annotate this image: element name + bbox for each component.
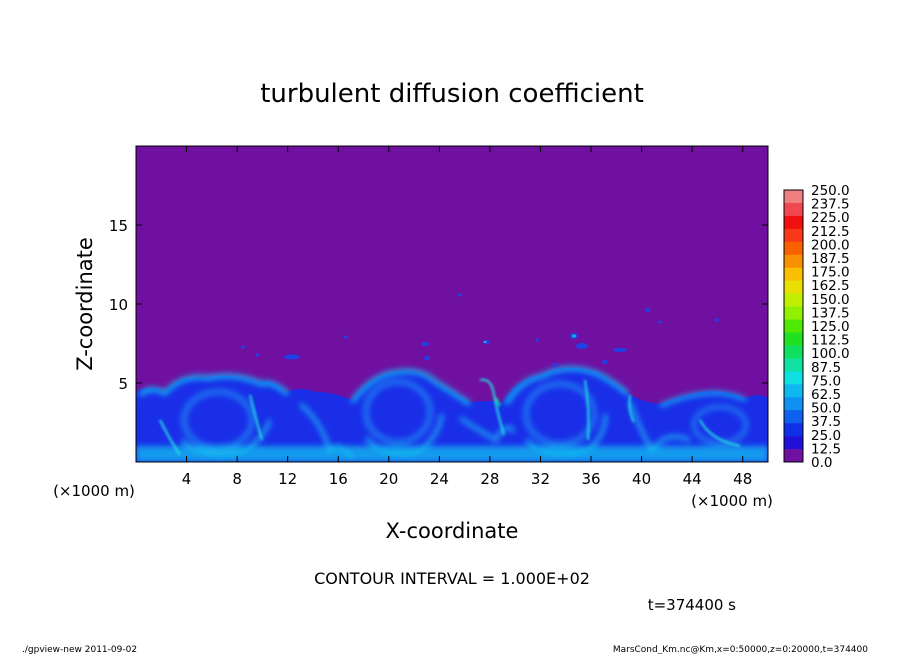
contour-interval: CONTOUR INTERVAL = 1.000E+02 xyxy=(314,569,590,588)
colorbar-label: 225.0 xyxy=(811,210,850,226)
colorbar-label: 175.0 xyxy=(811,265,850,281)
time-label: t=374400 s xyxy=(648,596,736,614)
colorbar-swatch xyxy=(784,332,803,346)
colorbar-swatch xyxy=(784,190,803,204)
colorbar-label: 162.5 xyxy=(811,278,850,294)
colorbar-label: 200.0 xyxy=(811,237,850,253)
colorbar-swatch xyxy=(784,228,803,243)
colorbar-label: 125.0 xyxy=(811,319,850,335)
colorbar-swatch xyxy=(784,215,803,230)
colorbar-label: 112.5 xyxy=(811,333,850,349)
footer-right: MarsCond_Km.nc@Km,x=0:50000,z=0:20000,t=… xyxy=(613,645,868,654)
colorbar-swatch xyxy=(784,345,803,359)
colorbar-label: 187.5 xyxy=(811,251,850,267)
x-tick-label: 40 xyxy=(632,470,651,488)
colorbar-swatch xyxy=(784,397,803,411)
colorbar-label: 137.5 xyxy=(811,305,850,321)
x-tick-label: 16 xyxy=(329,470,348,488)
colorbar-swatch xyxy=(784,358,803,372)
x-axis: 4 8 12 16 20 24 28 32 36 40 44 48 xyxy=(182,146,752,488)
x-tick-label: 24 xyxy=(430,470,449,488)
colorbar-label: 0.0 xyxy=(811,455,832,471)
colorbar-label: 12.5 xyxy=(811,441,841,457)
colorbar-label: 212.5 xyxy=(811,224,850,240)
colorbar-label: 25.0 xyxy=(811,428,841,444)
colorbar-swatch xyxy=(784,371,803,385)
y-tick-label: 5 xyxy=(118,375,128,393)
y-tick-label: 15 xyxy=(109,217,128,235)
y-axis: 5 10 15 xyxy=(109,217,768,393)
x-tick-label: 8 xyxy=(232,470,242,488)
colorbar-label: 150.0 xyxy=(811,292,850,308)
x-axis-label: X-coordinate xyxy=(386,519,519,543)
colorbar-label: 50.0 xyxy=(811,401,841,417)
colorbar-swatch xyxy=(784,449,803,463)
y-axis-label: Z-coordinate xyxy=(73,237,97,371)
chart-title: turbulent diffusion coefficient xyxy=(260,79,644,109)
colorbar-swatch xyxy=(784,254,803,269)
colorbar-swatch xyxy=(784,306,803,320)
colorbar-label: 250.0 xyxy=(811,183,850,199)
colorbar-swatch xyxy=(784,280,803,294)
colorbar-label: 87.5 xyxy=(811,360,841,376)
colorbar-label: 37.5 xyxy=(811,414,841,430)
colorbar-swatch xyxy=(784,423,803,437)
x-tick-label: 20 xyxy=(379,470,398,488)
footer-left: ./gpview-new 2011-09-02 xyxy=(22,645,137,654)
colorbar-swatch xyxy=(784,293,803,307)
x-tick-label: 4 xyxy=(182,470,192,488)
colorbar-label: 75.0 xyxy=(811,373,841,389)
colorbar: 250.0237.5225.0212.5200.0187.5175.0162.5… xyxy=(783,183,850,471)
x-tick-label: 36 xyxy=(581,470,600,488)
x-tick-label: 32 xyxy=(531,470,550,488)
colorbar-frame xyxy=(783,189,804,463)
x-tick-label: 44 xyxy=(683,470,702,488)
x-tick-label: 48 xyxy=(733,470,752,488)
colorbar-swatch xyxy=(784,319,803,333)
colorbar-swatch xyxy=(784,267,803,281)
x-unit-left: (×1000 m) xyxy=(53,482,135,500)
colorbar-label: 237.5 xyxy=(811,197,850,213)
colorbar-swatch xyxy=(784,384,803,398)
colorbar-swatch xyxy=(784,241,803,256)
turbulence-field xyxy=(136,293,768,462)
colorbar-label: 100.0 xyxy=(811,346,850,362)
colorbar-swatch xyxy=(784,436,803,450)
colorbar-label: 62.5 xyxy=(811,387,841,403)
colorbar-swatch xyxy=(784,410,803,424)
x-tick-label: 12 xyxy=(278,470,297,488)
colorbar-swatch xyxy=(784,202,803,217)
x-unit-right: (×1000 m) xyxy=(691,492,773,510)
y-tick-label: 10 xyxy=(109,296,128,314)
x-tick-label: 28 xyxy=(480,470,499,488)
